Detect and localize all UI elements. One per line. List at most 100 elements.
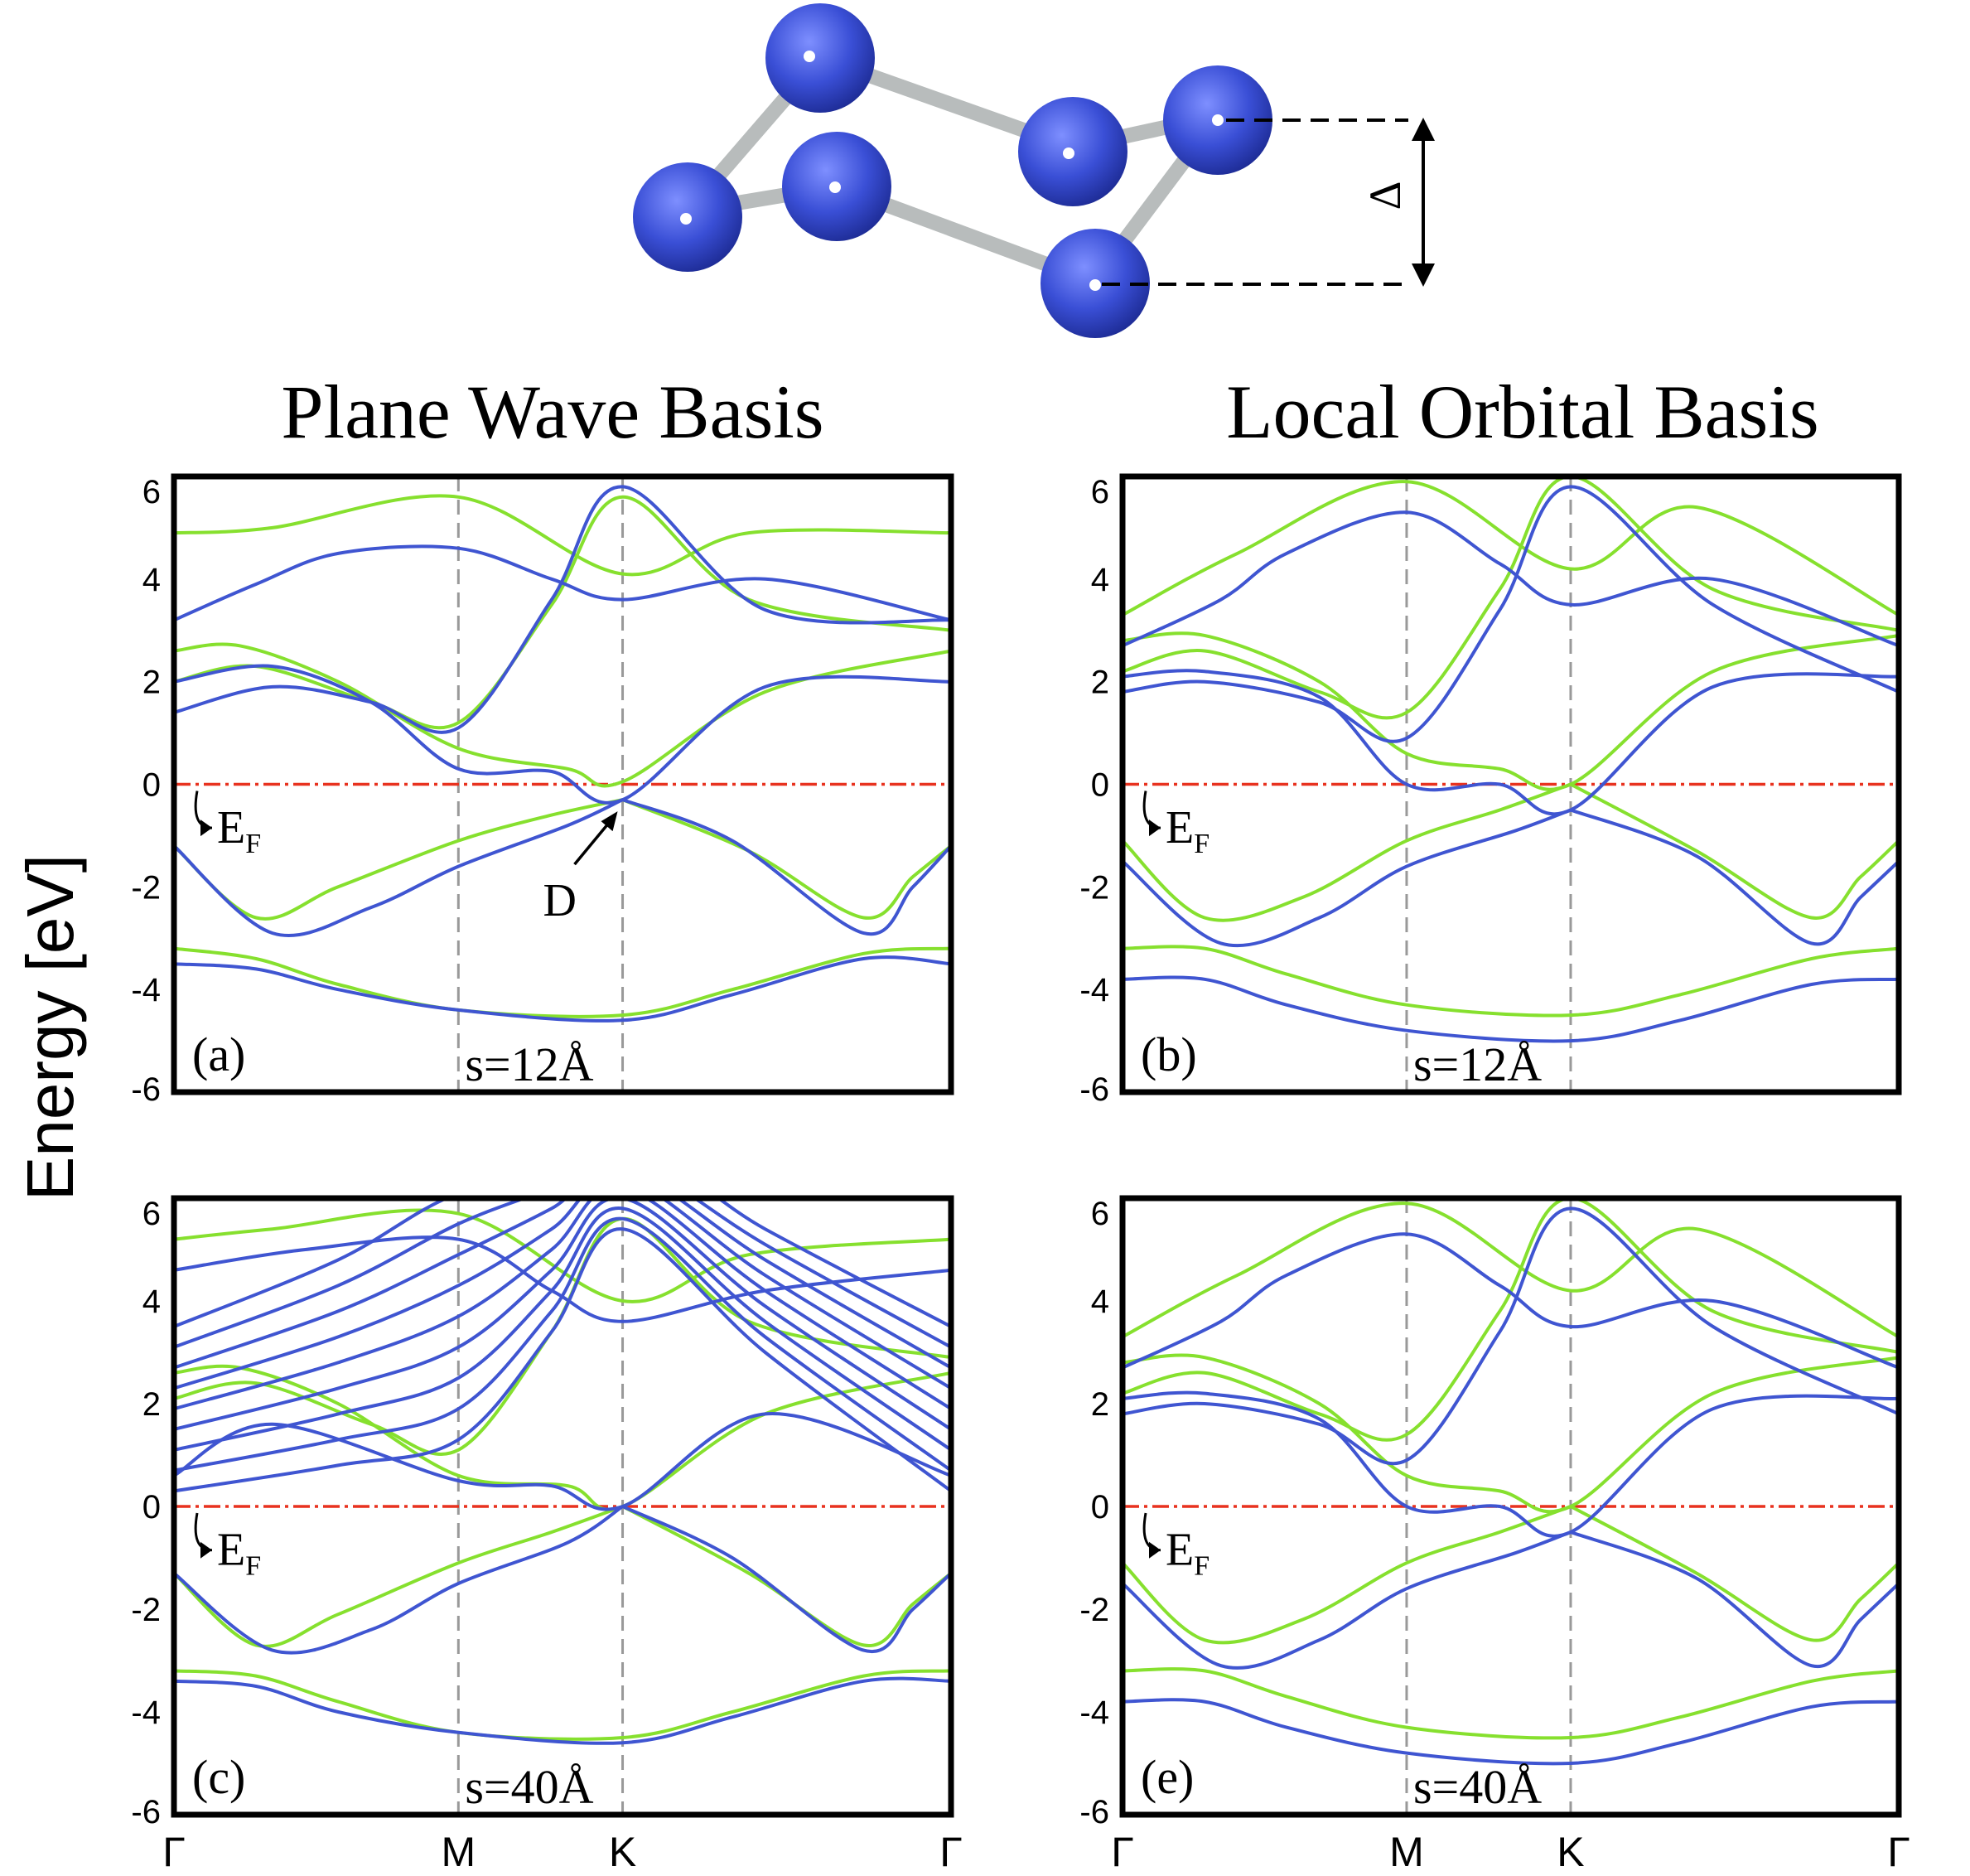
fermi-label-main: E <box>217 1525 245 1576</box>
spin-up-band-3 <box>1123 1353 1899 1514</box>
y-tick-label: 6 <box>1091 1196 1109 1232</box>
spin-down-band-2 <box>1123 1698 1899 1766</box>
fermi-energy-label: EF <box>217 802 261 859</box>
spin-down-band-2 <box>174 1676 951 1745</box>
y-tick-label: -6 <box>131 1071 161 1108</box>
spin-down-band-2 <box>1123 975 1899 1043</box>
spin-up-band-1 <box>1570 782 1899 920</box>
panel-frame <box>1119 473 1902 1095</box>
spin-down-band-5 <box>174 544 951 622</box>
y-tick-label: 0 <box>1091 767 1109 804</box>
spin-down-band-0 <box>1123 1530 1572 1670</box>
y-tick-label: 6 <box>1091 474 1109 510</box>
spin-up-band-5 <box>1123 1202 1899 1339</box>
delta-label: Δ <box>1360 181 1410 210</box>
y-tick-label: -4 <box>1079 1695 1109 1731</box>
y-tick-label: -6 <box>1079 1071 1109 1108</box>
spin-up-band-3 <box>174 642 951 788</box>
y-tick-label: 2 <box>1091 1386 1109 1423</box>
spin-up-band-5 <box>174 1208 951 1303</box>
fermi-label-main: E <box>1166 802 1194 853</box>
spin-up-band-2 <box>174 1669 951 1741</box>
y-tick-label: 4 <box>142 562 161 598</box>
y-tick-label: -2 <box>131 869 161 906</box>
spin-up-band-5 <box>174 494 951 577</box>
y-tick-label: -2 <box>1079 869 1109 906</box>
spin-up-band-1 <box>621 798 951 920</box>
spin-up-band-1 <box>1570 1505 1899 1642</box>
y-tick-label: -4 <box>1079 972 1109 1008</box>
panel-label: (c) <box>192 1750 245 1804</box>
spin-down-band-5 <box>1123 1232 1899 1370</box>
spin-up-band-4 <box>1123 1198 1899 1442</box>
fermi-label-main: E <box>1166 1525 1194 1576</box>
plot-area <box>1123 1198 1899 1815</box>
y-axis-label: Energy [eV] <box>13 854 87 1201</box>
fermi-label-sub: F <box>1194 1551 1210 1582</box>
y-tick-label: 4 <box>142 1284 161 1320</box>
spin-up-band-4 <box>1123 476 1899 720</box>
spin-down-band-0 <box>174 798 624 938</box>
plot-area <box>174 1198 951 1815</box>
k-point-label: M <box>1389 1829 1424 1875</box>
spin-up-band-1 <box>621 1505 951 1647</box>
y-tick-label: 0 <box>1091 1489 1109 1525</box>
spin-down-band-12 <box>174 1412 951 1511</box>
spin-down-band-11 <box>174 1198 951 1328</box>
silicene-structure-illustration: Δ <box>633 3 1435 338</box>
fermi-label-sub: F <box>245 829 261 859</box>
y-tick-label: 6 <box>142 1196 161 1232</box>
panel-label: (a) <box>192 1027 245 1081</box>
fermi-energy-label: EF <box>1166 1525 1210 1582</box>
atom-spheres <box>633 3 1272 338</box>
dirac-arrow-head <box>601 811 618 832</box>
y-tick-label: 2 <box>142 1386 161 1423</box>
fermi-energy-label: EF <box>217 1525 261 1582</box>
panel-label: (e) <box>1141 1750 1194 1804</box>
fermi-arrow-head <box>1149 820 1161 837</box>
spin-up-band-3 <box>1123 631 1899 791</box>
spin-down-band-5 <box>1123 510 1899 648</box>
spin-up-band-0 <box>1123 782 1572 922</box>
spin-down-band-9 <box>174 1198 951 1370</box>
spin-down-band-0 <box>174 1505 624 1655</box>
y-tick-label: -6 <box>1079 1794 1109 1830</box>
panel-frame <box>171 1195 954 1818</box>
k-point-label: Γ <box>939 1829 963 1875</box>
spin-down-band-3 <box>1123 669 1899 816</box>
y-tick-label: -6 <box>131 1794 161 1830</box>
separation-annotation: s=12Å <box>465 1037 593 1091</box>
panel-b: 6 4 2 0 -2 -4 -6 (b) s=12Å EF <box>1079 473 1902 1108</box>
plot-area <box>1123 476 1899 1092</box>
k-point-label: Γ <box>1887 1829 1910 1875</box>
spin-up-band-0 <box>1123 1505 1572 1645</box>
spin-down-band-13 <box>174 1235 951 1323</box>
y-tick-label: 2 <box>142 665 161 701</box>
bond-lines <box>680 51 1225 289</box>
spin-down-band-1 <box>621 798 951 936</box>
spin-down-band-2 <box>174 955 951 1023</box>
y-tick-label: -4 <box>131 972 161 1008</box>
spin-down-band-1 <box>621 1505 951 1654</box>
spin-up-band-5 <box>1123 480 1899 616</box>
spin-down-band-1 <box>1570 808 1899 946</box>
fermi-arrow-head <box>200 1541 212 1559</box>
k-point-label: M <box>441 1829 476 1875</box>
spin-up-band-0 <box>174 1505 624 1648</box>
buckling-height-marker: Δ <box>1102 118 1435 287</box>
spin-down-band-3 <box>1123 1390 1899 1538</box>
spin-down-band-3 <box>174 1227 951 1493</box>
spin-down-band-4 <box>1123 485 1899 743</box>
panel-label: (b) <box>1141 1027 1197 1081</box>
atom-sphere <box>765 3 875 113</box>
spin-down-band-7 <box>174 1198 951 1411</box>
spin-down-band-1 <box>1570 1530 1899 1669</box>
y-tick-label: 4 <box>1091 1284 1109 1320</box>
plot-area <box>174 476 951 1092</box>
fermi-arrow-head <box>1149 1541 1161 1559</box>
spin-down-band-5 <box>174 1206 951 1452</box>
panel-frame <box>171 473 954 1095</box>
